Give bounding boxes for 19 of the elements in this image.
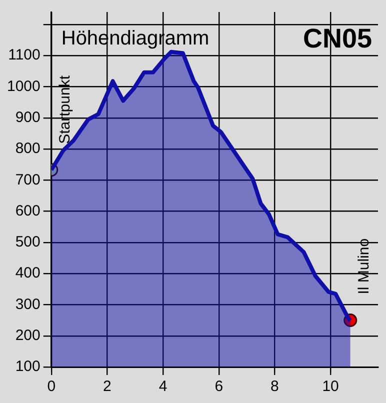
x-tick-label: 10 bbox=[322, 378, 339, 396]
y-tick-label: 400 bbox=[15, 264, 40, 282]
y-tick-label: 100 bbox=[15, 358, 40, 376]
annotation: Il Mulino bbox=[356, 238, 373, 294]
y-tick-label: 1000 bbox=[6, 78, 40, 95]
annotation: Startpunkt bbox=[56, 74, 74, 144]
y-tick-label: 500 bbox=[15, 234, 40, 251]
y-tick-label: 600 bbox=[15, 202, 40, 220]
x-tick-label: 2 bbox=[103, 378, 112, 396]
x-tick-label: 8 bbox=[270, 378, 279, 396]
y-tick-label: 800 bbox=[15, 140, 40, 158]
x-tick-label: 6 bbox=[214, 378, 224, 396]
x-tick-label: 0 bbox=[47, 378, 56, 396]
x-tick-label: 4 bbox=[158, 378, 168, 396]
y-tick-label: 200 bbox=[15, 327, 40, 344]
y-tick-label: 700 bbox=[15, 171, 40, 188]
y-tick-label: 1100 bbox=[8, 46, 40, 64]
y-tick-label: 900 bbox=[15, 109, 40, 126]
y-tick-label: 300 bbox=[15, 296, 40, 313]
